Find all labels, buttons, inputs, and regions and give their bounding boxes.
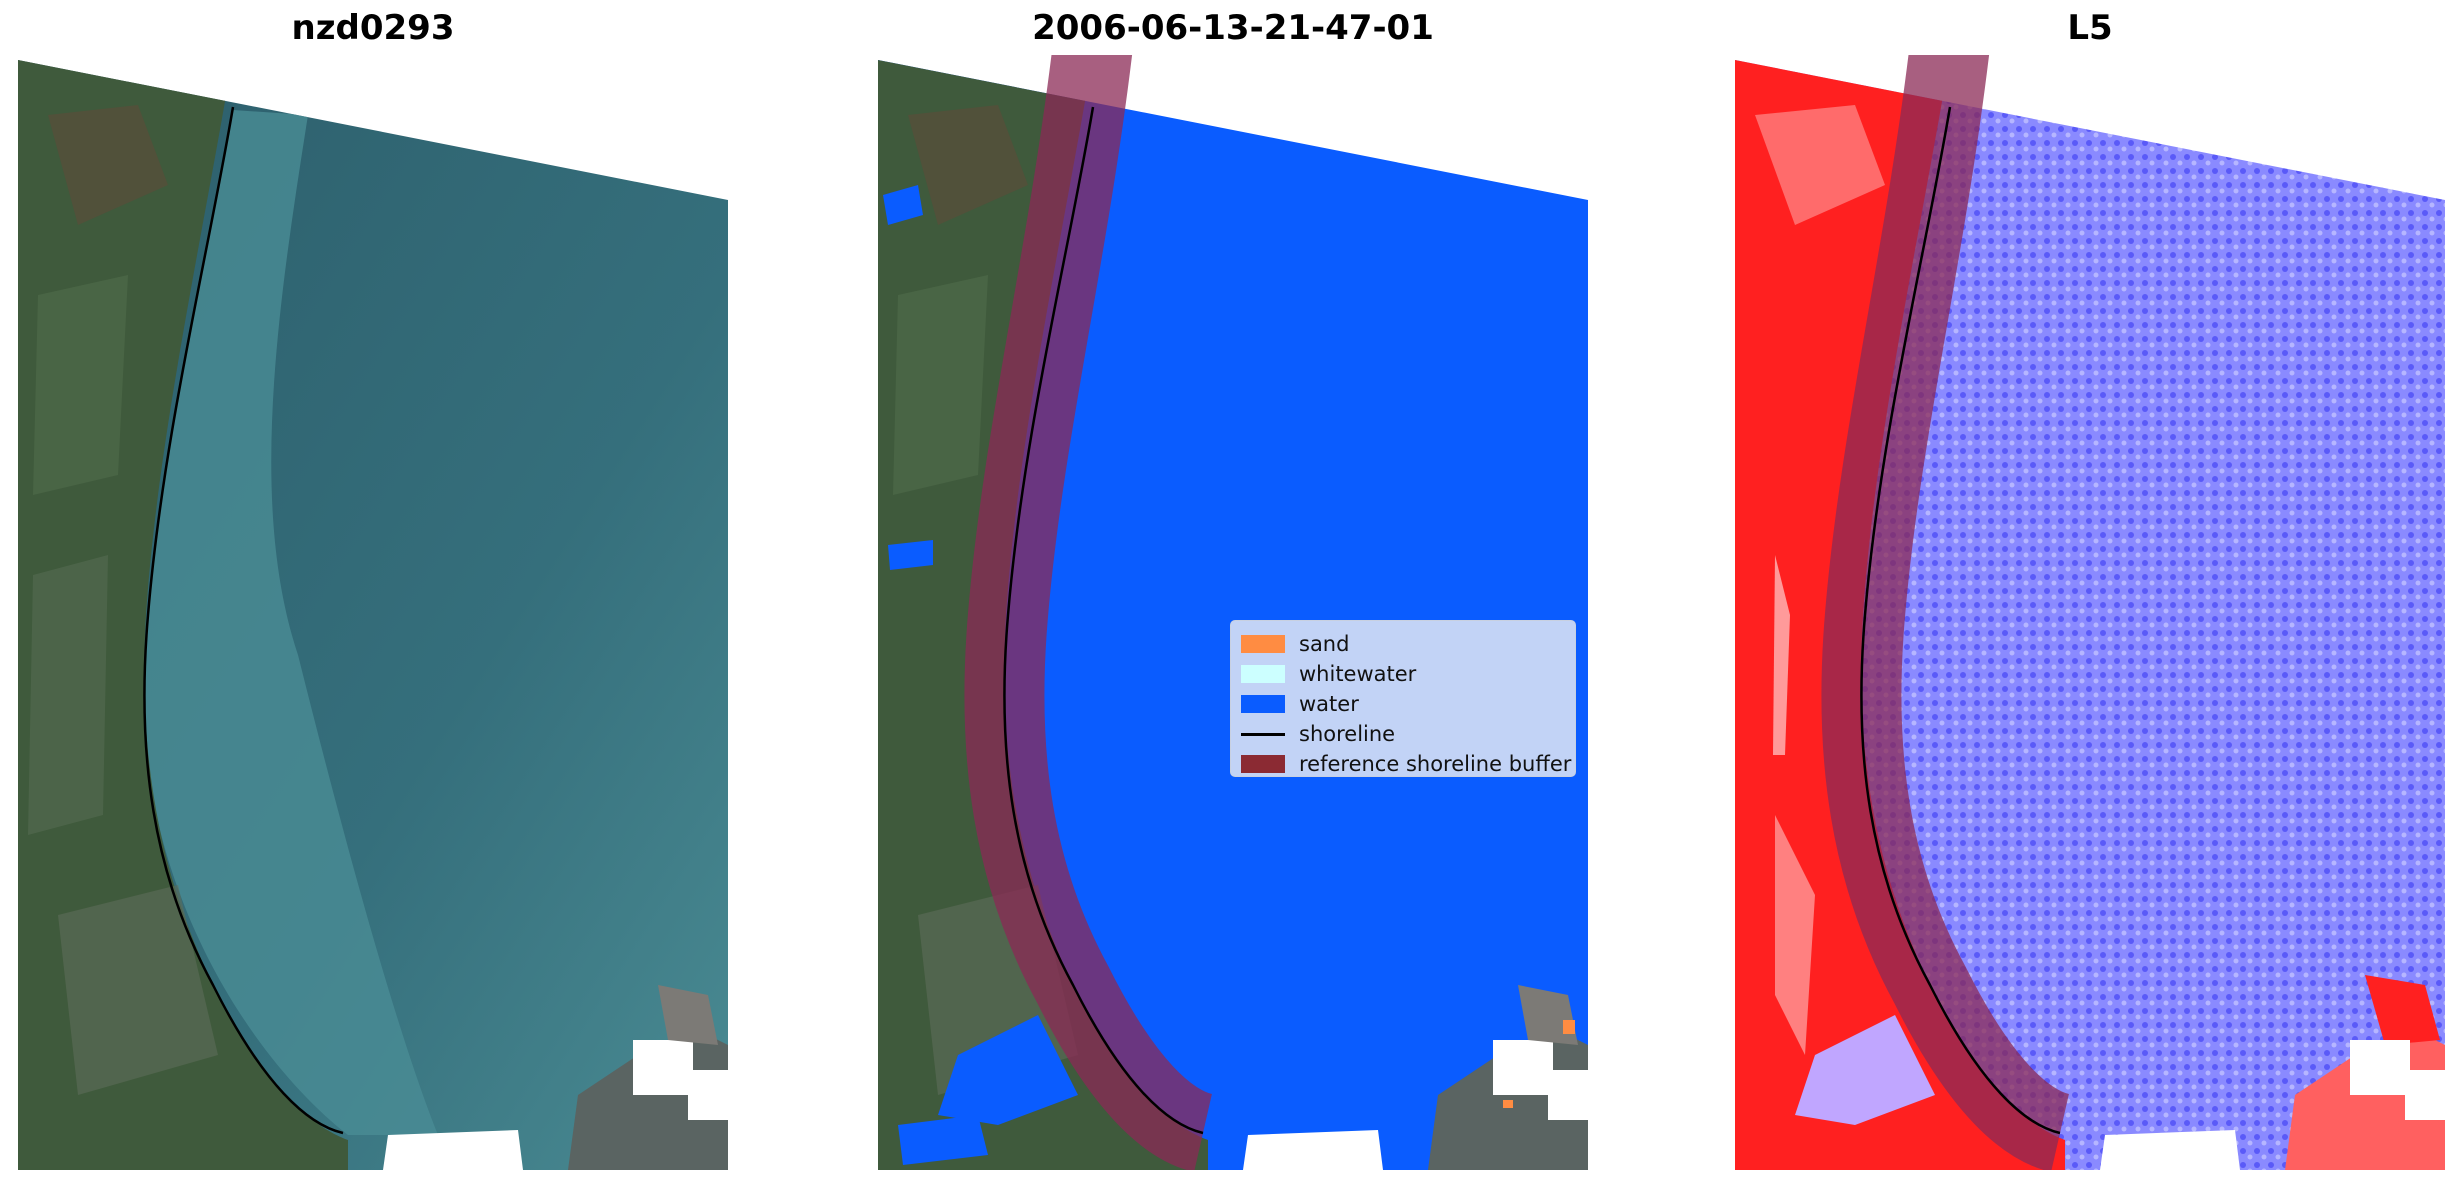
legend: sand whitewater water shoreline referenc… <box>1230 620 1576 777</box>
legend-label-whitewater: whitewater <box>1299 662 1417 686</box>
legend-item-water: water <box>1241 689 1565 719</box>
legend-label-water: water <box>1299 692 1359 716</box>
rgb-image <box>18 60 728 1170</box>
buffer-swatch <box>1241 755 1285 773</box>
legend-item-whitewater: whitewater <box>1241 659 1565 689</box>
sand-swatch <box>1241 635 1285 653</box>
panel-title-rgb: nzd0293 <box>291 8 455 48</box>
water-swatch <box>1241 695 1285 713</box>
index-image-panel <box>1735 55 2445 1170</box>
panel-title-classified: 2006-06-13-21-47-01 <box>1032 8 1434 48</box>
panel-title-index: L5 <box>2067 8 2113 48</box>
legend-item-shoreline: shoreline <box>1241 719 1565 749</box>
classified-image-panel <box>878 55 1588 1170</box>
whitewater-swatch <box>1241 665 1285 683</box>
legend-label-sand: sand <box>1299 632 1350 656</box>
index-image <box>1735 55 2445 1170</box>
rgb-image-panel <box>18 55 728 1170</box>
shoreline-line <box>143 106 344 1135</box>
shoreline-swatch <box>1241 732 1285 736</box>
legend-item-buffer: reference shoreline buffer <box>1241 749 1571 779</box>
classified-image <box>878 55 1588 1170</box>
legend-label-shoreline: shoreline <box>1299 722 1396 746</box>
legend-label-buffer: reference shoreline buffer <box>1299 752 1572 776</box>
legend-item-sand: sand <box>1241 629 1565 659</box>
